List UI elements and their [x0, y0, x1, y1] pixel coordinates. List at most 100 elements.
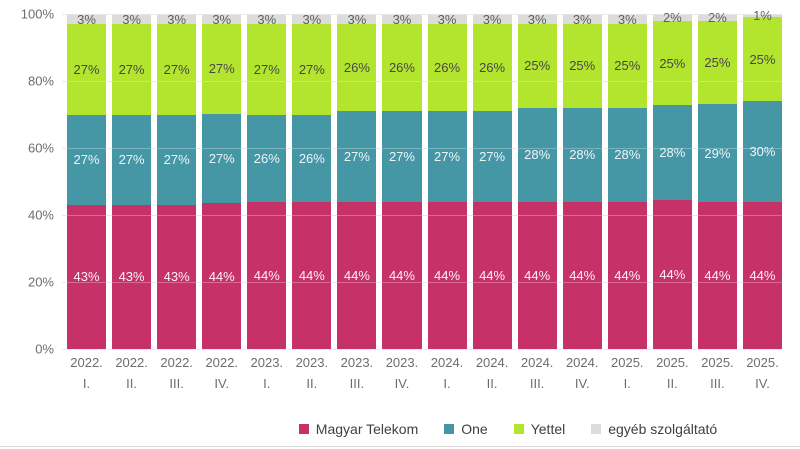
bar-segment-one[interactable]: 28%	[517, 107, 557, 202]
bar-segment-one[interactable]: 28%	[562, 107, 602, 202]
bar-segment-magyar-telekom[interactable]: 44%	[382, 201, 422, 349]
bar-segment-yettel[interactable]: 25%	[697, 20, 737, 105]
bar-2022-ii[interactable]: 3% 27% 27% 43%	[112, 13, 152, 349]
bar-segment-yettel[interactable]: 25%	[607, 24, 647, 108]
bar-segment-egyéb-szolgáltató[interactable]: 3%	[247, 13, 287, 26]
bar-2023-iv[interactable]: 3% 26% 27% 44%	[382, 13, 422, 349]
bar-segment-egyéb-szolgáltató[interactable]: 3%	[472, 13, 512, 26]
bar-segment-one[interactable]: 27%	[337, 111, 377, 202]
bar-segment-egyéb-szolgáltató[interactable]: 2%	[652, 11, 692, 24]
bar-segment-one[interactable]: 27%	[472, 111, 512, 202]
bar-segment-one[interactable]: 28%	[607, 107, 647, 202]
bar-2024-iv[interactable]: 3% 25% 28% 44%	[562, 13, 602, 349]
bar-segment-yettel[interactable]: 26%	[337, 24, 377, 112]
data-label: 27%	[118, 152, 145, 168]
bar-2024-iii[interactable]: 3% 25% 28% 44%	[517, 13, 557, 349]
bar-segment-magyar-telekom[interactable]: 44%	[337, 201, 377, 349]
bar-segment-yettel[interactable]: 27%	[112, 24, 152, 115]
bar-segment-one[interactable]: 28%	[652, 105, 692, 201]
bar-segment-magyar-telekom[interactable]: 44%	[607, 201, 647, 349]
bar-segment-yettel[interactable]: 25%	[562, 24, 602, 108]
bar-segment-egyéb-szolgáltató[interactable]: 1%	[742, 9, 782, 22]
bar-segment-yettel[interactable]: 27%	[247, 24, 287, 115]
bar-segment-magyar-telekom[interactable]: 44%	[742, 201, 782, 349]
bar-segment-one[interactable]: 27%	[382, 111, 422, 202]
bar-segment-egyéb-szolgáltató[interactable]: 3%	[157, 13, 197, 26]
bar-segment-one[interactable]: 27%	[112, 114, 152, 205]
bar-segment-egyéb-szolgáltató[interactable]: 3%	[382, 13, 422, 26]
bar-segment-magyar-telekom[interactable]: 43%	[157, 204, 197, 349]
bar-segment-one[interactable]: 27%	[202, 113, 242, 204]
bar-segment-egyéb-szolgáltató[interactable]: 3%	[427, 13, 467, 26]
bar-segment-one[interactable]: 26%	[292, 114, 332, 202]
bar-segment-yettel[interactable]: 26%	[427, 24, 467, 112]
bar-segment-one[interactable]: 27%	[427, 111, 467, 202]
bar-2023-i[interactable]: 3% 27% 26% 44%	[247, 13, 287, 349]
data-label: 27%	[208, 150, 235, 166]
bar-segment-magyar-telekom[interactable]: 44%	[292, 201, 332, 349]
bar-segment-yettel[interactable]: 27%	[202, 23, 242, 114]
data-label: 3%	[347, 11, 367, 27]
bar-segment-one[interactable]: 27%	[157, 114, 197, 205]
gridline	[62, 215, 782, 216]
bar-segment-yettel[interactable]: 26%	[472, 24, 512, 112]
bar-2025-iii[interactable]: 2% 25% 29% 44%	[697, 9, 737, 349]
data-label: 44%	[253, 267, 280, 283]
bar-segment-egyéb-szolgáltató[interactable]: 2%	[697, 9, 737, 25]
bar-segment-egyéb-szolgáltató[interactable]: 3%	[562, 13, 602, 26]
x-axis-category-label: 2023. III.	[340, 355, 374, 391]
bar-segment-egyéb-szolgáltató[interactable]: 3%	[202, 13, 242, 26]
bar-segment-magyar-telekom[interactable]: 43%	[67, 204, 107, 349]
bar-segment-magyar-telekom[interactable]: 44%	[517, 201, 557, 349]
bar-segment-egyéb-szolgáltató[interactable]: 3%	[67, 11, 107, 27]
data-label: 43%	[73, 269, 100, 285]
x-axis-category-label: 2022. III.	[160, 355, 193, 391]
bar-segment-egyéb-szolgáltató[interactable]: 3%	[292, 13, 332, 26]
legend-item-yettel[interactable]: Yettel	[513, 421, 565, 437]
bar-segment-egyéb-szolgáltató[interactable]: 3%	[517, 13, 557, 26]
bar-2022-iv[interactable]: 3% 27% 27% 44%	[202, 13, 242, 349]
bar-segment-yettel[interactable]: 25%	[517, 24, 557, 108]
bar-2024-i[interactable]: 3% 26% 27% 44%	[427, 13, 467, 349]
bar-segment-magyar-telekom[interactable]: 44%	[562, 201, 602, 349]
bar-segment-magyar-telekom[interactable]: 43%	[112, 204, 152, 349]
bar-2025-ii[interactable]: 2% 25% 28% 44%	[652, 11, 692, 349]
bar-2024-ii[interactable]: 3% 26% 27% 44%	[472, 13, 512, 349]
data-label: 3%	[77, 11, 96, 27]
bar-2022-iii[interactable]: 3% 27% 27% 43%	[157, 13, 197, 349]
bar-segment-magyar-telekom[interactable]: 44%	[697, 201, 737, 349]
plot-area: 3% 27% 27% 43% 3% 27% 27% 43% 3% 27% 27% 43% 3% 27% 27…	[62, 9, 782, 350]
bar-segment-yettel[interactable]: 26%	[382, 24, 422, 112]
y-axis-tick-label: 100%	[20, 6, 54, 22]
bar-segment-egyéb-szolgáltató[interactable]: 3%	[337, 11, 377, 27]
bar-segment-one[interactable]: 27%	[67, 114, 107, 205]
bar-segment-magyar-telekom[interactable]: 44%	[472, 201, 512, 349]
bar-segment-magyar-telekom[interactable]: 44%	[427, 201, 467, 349]
legend-item-magyar-telekom[interactable]: Magyar Telekom	[298, 421, 418, 437]
legend-label: One	[461, 421, 488, 437]
bar-segment-magyar-telekom[interactable]: 44%	[247, 201, 287, 349]
legend-item-one[interactable]: One	[444, 421, 488, 437]
bar-segment-yettel[interactable]: 27%	[292, 24, 332, 115]
bar-segment-yettel[interactable]: 27%	[157, 24, 197, 115]
bar-2025-i[interactable]: 3% 25% 28% 44%	[607, 13, 647, 349]
bar-segment-one[interactable]: 30%	[742, 101, 782, 202]
bar-segment-magyar-telekom[interactable]: 44%	[202, 203, 242, 349]
bar-segment-yettel[interactable]: 25%	[742, 17, 782, 102]
bar-segment-magyar-telekom[interactable]: 44%	[652, 200, 692, 349]
bar-segment-yettel[interactable]: 27%	[67, 24, 107, 115]
bar-segment-yettel[interactable]: 25%	[652, 20, 692, 106]
bar-2022-i[interactable]: 3% 27% 27% 43%	[67, 11, 107, 349]
bar-segment-one[interactable]: 26%	[247, 114, 287, 202]
bar-segment-egyéb-szolgáltató[interactable]: 3%	[607, 13, 647, 26]
bar-2023-iii[interactable]: 3% 26% 27% 44%	[337, 11, 377, 349]
bar-2025-iv[interactable]: 1% 25% 30% 44%	[742, 9, 782, 349]
y-axis-tick-label: 0%	[35, 341, 54, 357]
bar-segment-one[interactable]: 29%	[697, 104, 737, 202]
data-label: 28%	[659, 145, 686, 161]
legend-swatch-icon	[591, 424, 602, 434]
legend-item-egyéb-szolgáltató[interactable]: egyéb szolgáltató	[591, 421, 717, 437]
data-label: 2%	[708, 9, 727, 25]
bar-segment-egyéb-szolgáltató[interactable]: 3%	[112, 13, 152, 26]
bar-2023-ii[interactable]: 3% 27% 26% 44%	[292, 13, 332, 349]
